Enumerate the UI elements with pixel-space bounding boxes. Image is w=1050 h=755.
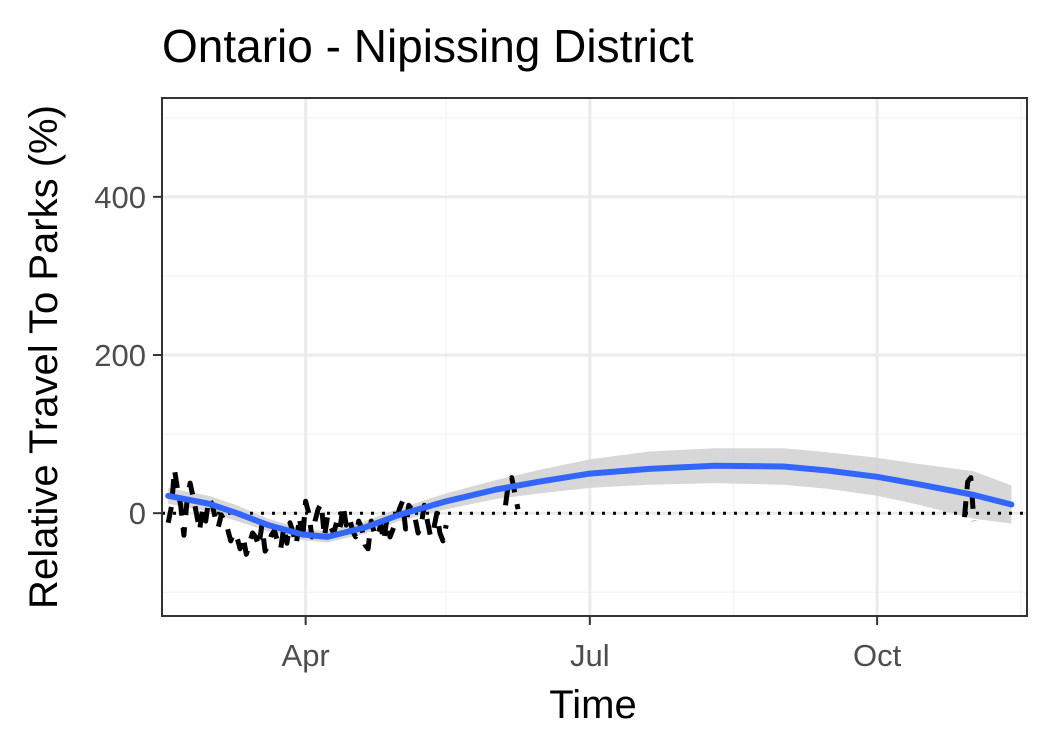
confidence-band bbox=[168, 448, 1012, 543]
tick-labels: 0 200 400 Apr Jul Oct bbox=[94, 180, 901, 673]
axis-ticks bbox=[153, 195, 879, 625]
smooth-trend-line bbox=[165, 462, 1015, 540]
confidence-band-layer bbox=[168, 448, 1012, 543]
observed-line bbox=[962, 475, 977, 522]
y-tick-label: 0 bbox=[129, 496, 146, 531]
grid bbox=[161, 98, 1027, 616]
panel-border bbox=[161, 97, 1028, 617]
chart-title: Ontario - Nipissing District bbox=[162, 20, 694, 72]
y-tick-label: 400 bbox=[94, 180, 146, 215]
smooth-series-layer bbox=[165, 462, 1015, 540]
x-axis-title: Time bbox=[549, 683, 636, 727]
observed-line bbox=[165, 467, 449, 557]
y-tick-label: 200 bbox=[94, 338, 146, 373]
x-tick-label: Jul bbox=[570, 638, 610, 673]
y-axis-title: Relative Travel To Parks (%) bbox=[22, 105, 66, 609]
x-tick-label: Oct bbox=[853, 638, 902, 673]
x-tick-label: Apr bbox=[282, 638, 330, 673]
